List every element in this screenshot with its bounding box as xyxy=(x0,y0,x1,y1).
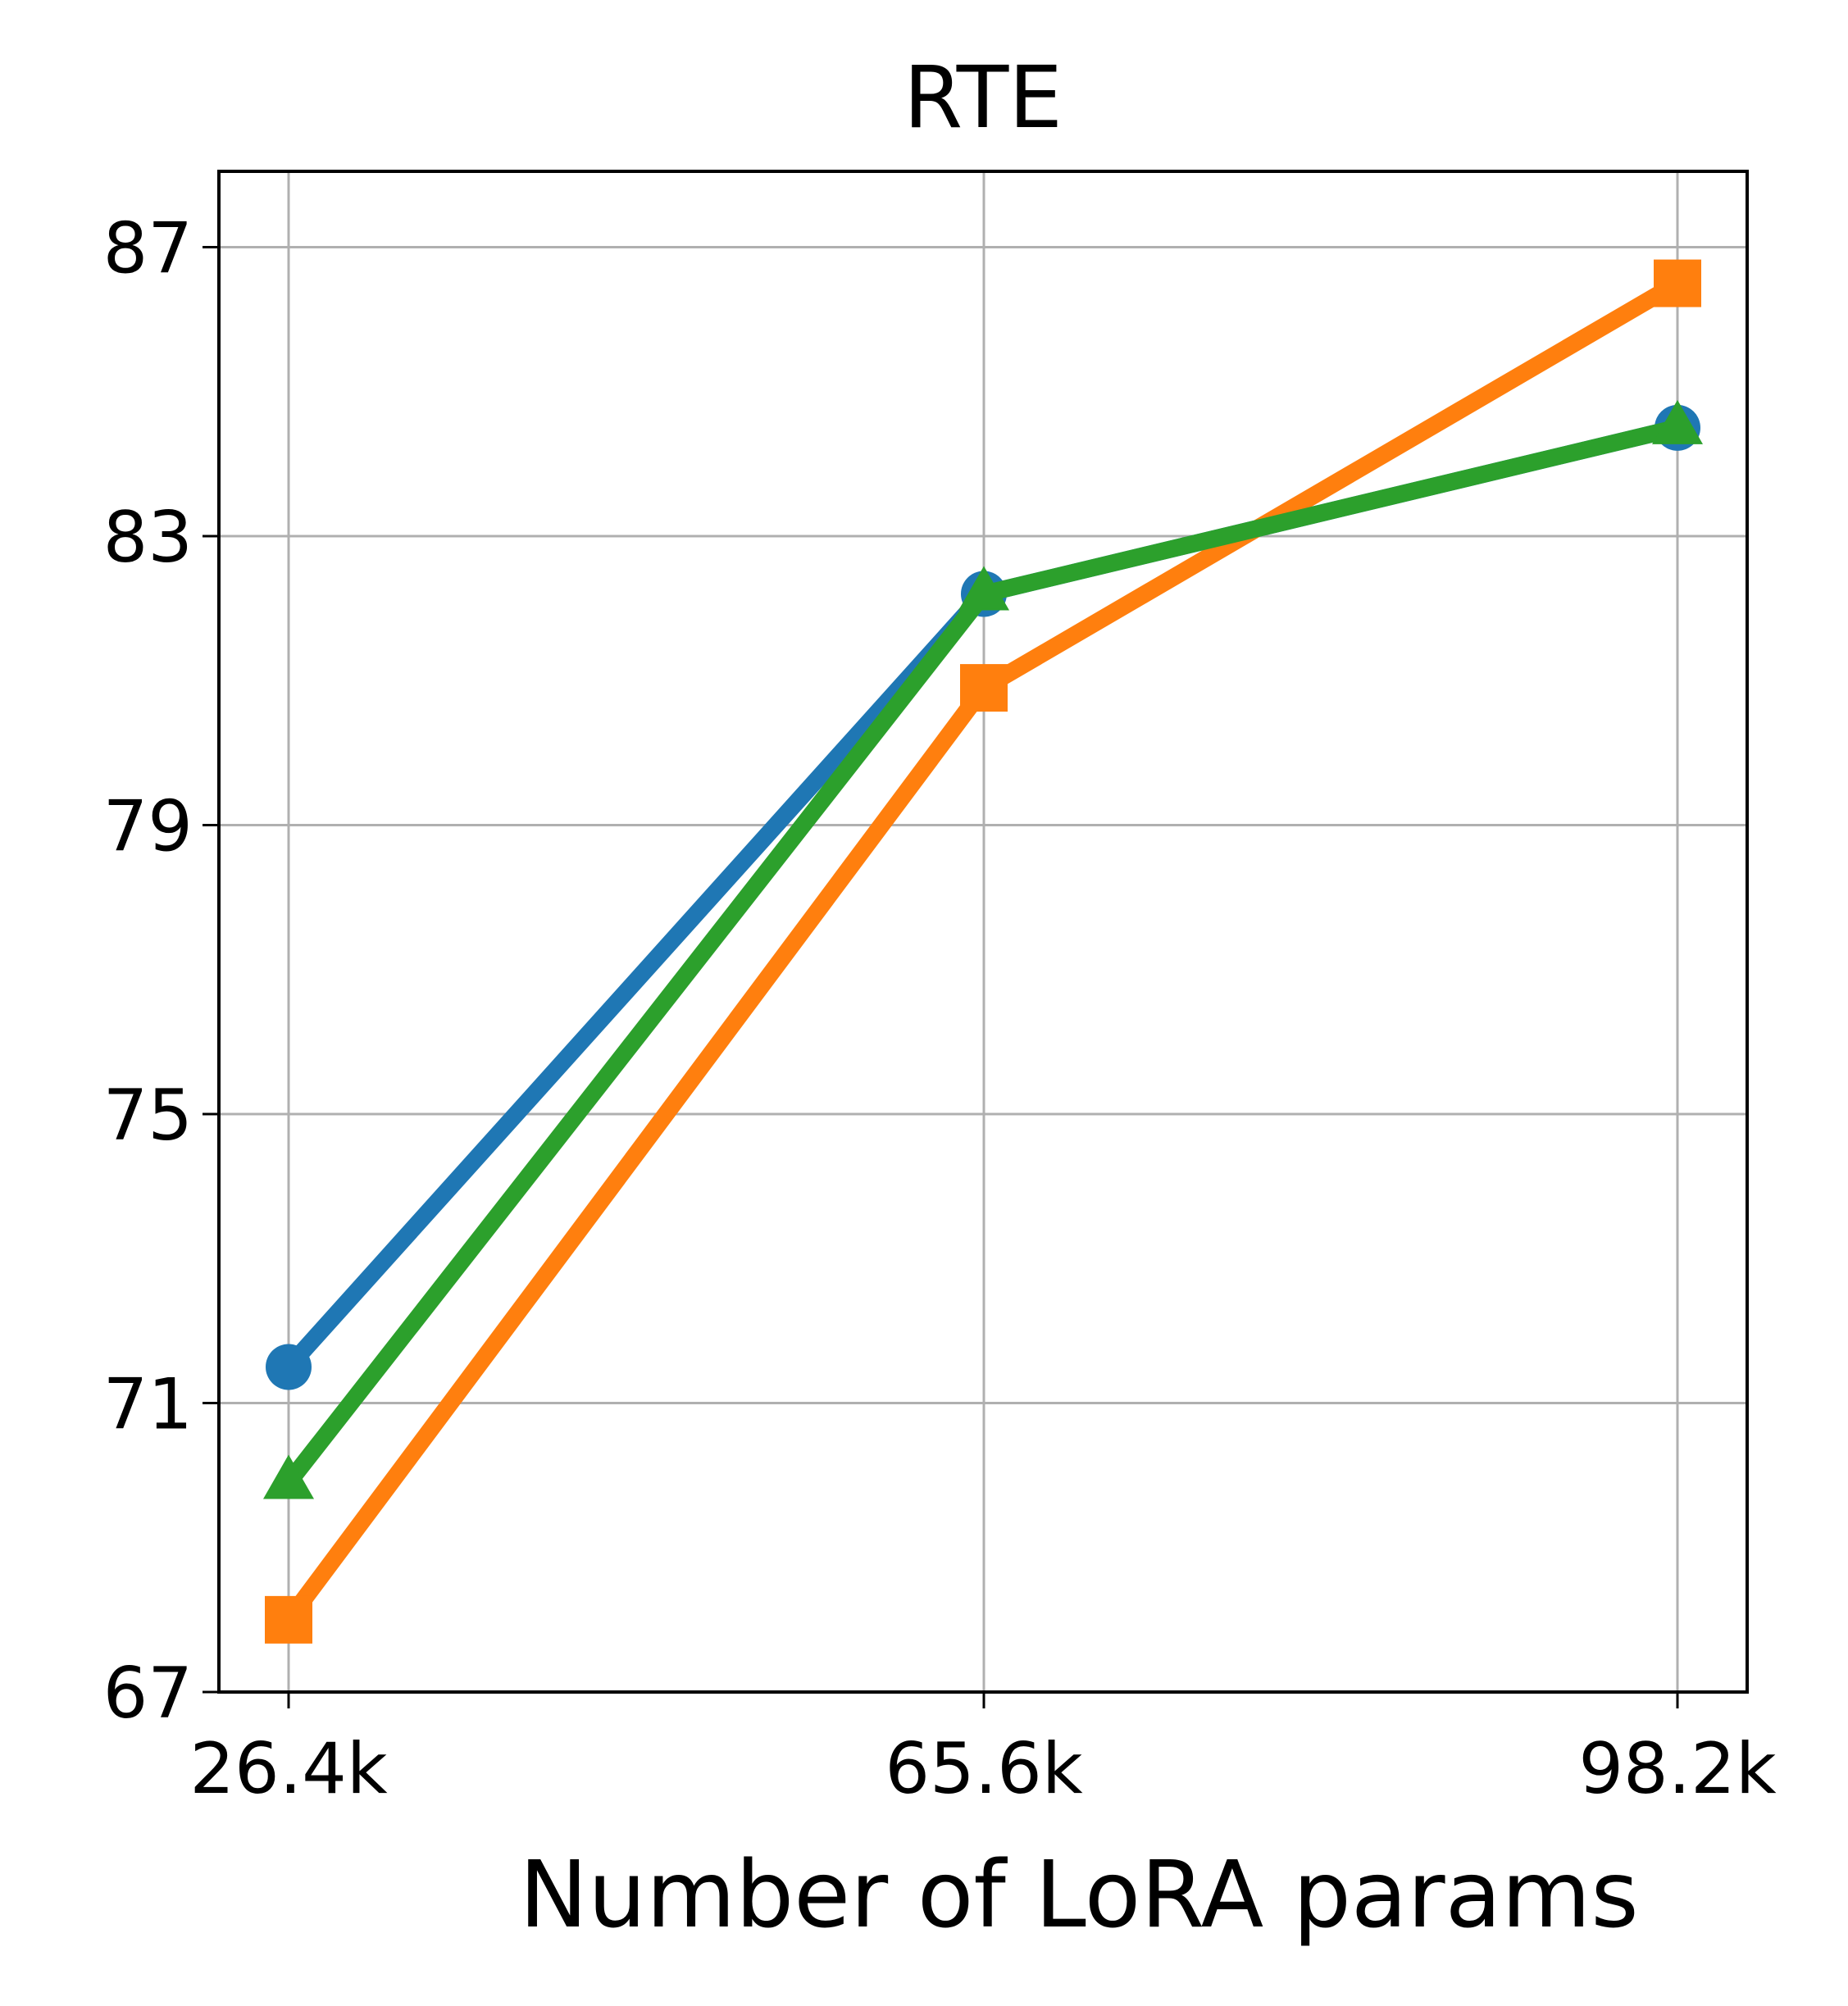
y-tick-label: 71 xyxy=(103,1364,193,1446)
data-point-triangle xyxy=(263,1454,314,1499)
data-point-square xyxy=(265,1595,312,1644)
y-tick-label: 79 xyxy=(103,786,193,868)
data-point-square xyxy=(960,664,1008,712)
x-tick-label: 26.4k xyxy=(189,1728,387,1810)
data-point-triangle xyxy=(1652,399,1703,444)
y-tick-label: 87 xyxy=(103,208,193,290)
ticks: 26.4k 65.6k 98.2k 67 71 75 79 83 87 xyxy=(103,208,1777,1810)
series-2 xyxy=(265,259,1701,1644)
data-point-circle xyxy=(266,1344,312,1390)
chart-title: RTE xyxy=(904,48,1063,148)
series-3 xyxy=(263,399,1703,1499)
y-tick-label: 67 xyxy=(103,1653,193,1735)
x-tick-label: 98.2k xyxy=(1578,1728,1776,1810)
data-point-triangle xyxy=(958,566,1009,611)
y-tick-label: 75 xyxy=(103,1075,193,1157)
y-tick-label: 83 xyxy=(103,497,193,579)
x-axis-label: Number of LoRA params xyxy=(519,1842,1638,1949)
data-point-square xyxy=(1654,259,1701,307)
x-tick-label: 65.6k xyxy=(885,1728,1082,1810)
series-layer xyxy=(263,259,1703,1644)
